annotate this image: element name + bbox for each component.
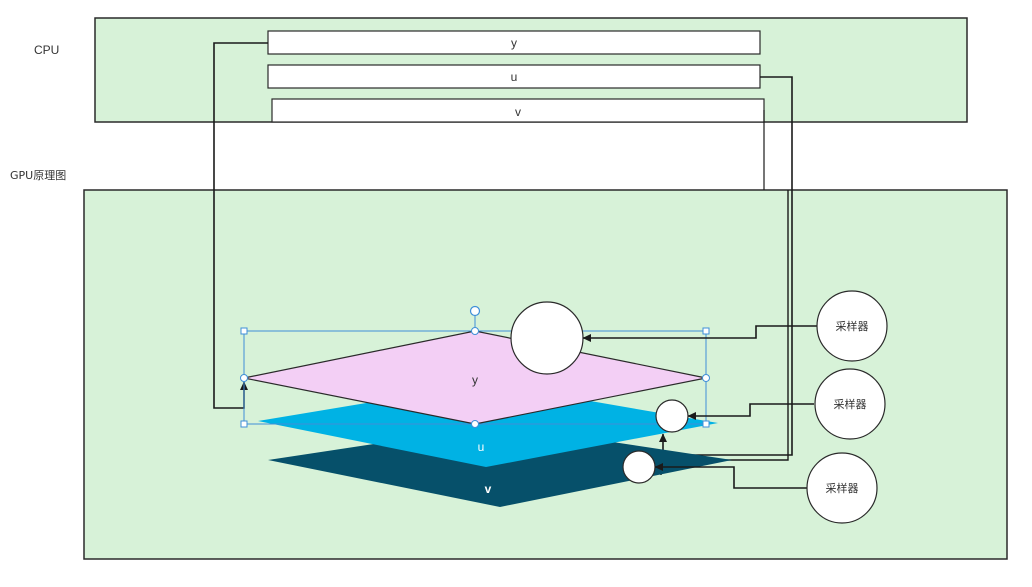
plane-u-label: u [478,440,485,454]
sampler-node-3[interactable]: 采样器 [806,452,878,524]
resize-handle[interactable] [702,327,710,335]
gpu-label: GPU原理图 [10,169,66,182]
cpu-buffer-u-label: u [511,70,518,84]
cpu-label: CPU [34,43,59,57]
cpu-buffer-v-label: v [515,105,521,119]
connection-point[interactable] [240,374,248,382]
sampler-node-2[interactable]: 采样器 [814,368,886,440]
sampler-label-1: 采样器 [836,319,869,333]
connector-sampler-2[interactable] [687,403,814,420]
sample-point-u[interactable] [655,399,689,433]
cpu-buffer-y[interactable]: y [267,30,761,55]
plane-y-label: y [472,373,478,387]
cpu-buffer-y-label: y [511,36,517,50]
resize-handle[interactable] [702,420,710,428]
resize-handle[interactable] [240,420,248,428]
sampler-node-1[interactable]: 采样器 [816,290,888,362]
selection-box[interactable] [240,305,710,428]
cpu-buffer-u[interactable]: u [267,64,761,89]
rotate-handle[interactable] [469,305,481,317]
sample-point-y[interactable] [510,301,584,375]
connector-cpu-u-to-plane-u[interactable] [659,76,793,456]
connection-point[interactable] [702,374,710,382]
connector-sampler-3[interactable] [654,463,807,489]
resize-handle[interactable] [240,327,248,335]
connector-sampler-1[interactable] [582,325,818,342]
plane-v-label: v [485,482,492,496]
sampler-label-3: 采样器 [826,481,859,495]
sampler-label-2: 采样器 [834,397,867,411]
cpu-buffer-v[interactable]: v [271,98,765,123]
sample-point-v[interactable] [622,450,656,484]
connection-point[interactable] [471,420,479,428]
connection-point[interactable] [471,327,479,335]
